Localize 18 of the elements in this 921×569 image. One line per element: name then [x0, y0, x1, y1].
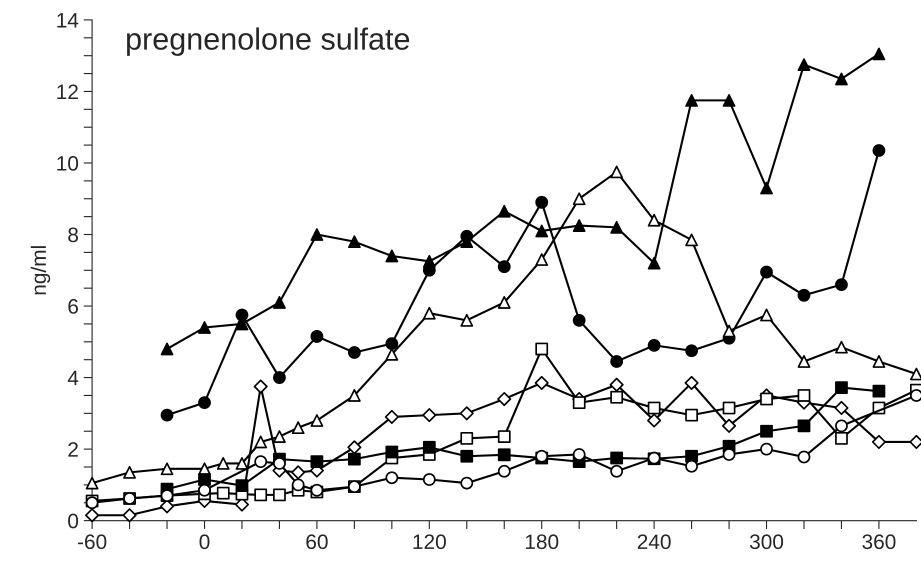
y-tick-label: 12	[57, 84, 78, 99]
y-tick-label: 8	[68, 228, 78, 242]
y-tick-label: 6	[68, 299, 78, 314]
x-tick-label: 240	[638, 534, 671, 550]
chart-title: pregnenolone sulfate	[127, 27, 410, 56]
y-tick-label: 10	[57, 156, 78, 171]
y-tick-label: 4	[68, 370, 78, 386]
x-tick-label: 60	[306, 534, 328, 550]
x-tick-label: 120	[414, 534, 446, 550]
x-tick-label: 300	[750, 534, 784, 550]
y-axis-title: ng/ml	[30, 246, 50, 294]
y-tick-label: 14	[57, 13, 78, 28]
x-tick-label: -60	[78, 534, 106, 550]
y-tick-label: 0	[68, 514, 78, 528]
x-tick-label: 180	[526, 534, 558, 550]
y-tick-label: 2	[68, 442, 78, 457]
x-tick-label: 360	[862, 534, 896, 550]
x-tick-label: 0	[200, 534, 210, 550]
